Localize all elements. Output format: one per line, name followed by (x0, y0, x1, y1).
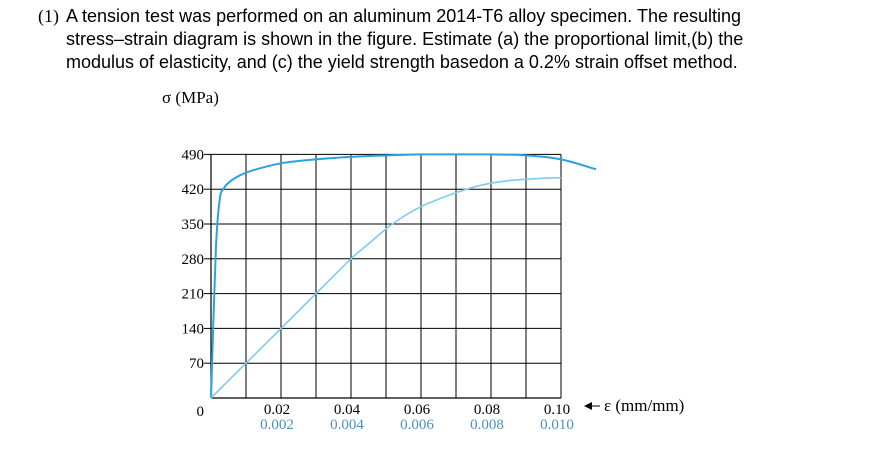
x-tick-label-upper: 0.06 (404, 402, 431, 418)
x-tick-label-upper: 0.10 (544, 402, 570, 418)
problem-number: (1) (38, 6, 59, 26)
series-line-lower-scale (210, 177, 562, 399)
x-tick-label-upper: 0.02 (264, 402, 290, 418)
problem-line-1: A tension test was performed on an alumi… (66, 6, 742, 26)
y-tick-label: 210 (182, 287, 205, 303)
y-tick-label: 420 (182, 182, 205, 198)
problem-line-3: modulus of elasticity, and (c) the yield… (66, 52, 738, 72)
x-tick-label-lower: 0.006 (400, 417, 434, 433)
y-tick-labels: 0 70 140 210 280 350 420 490 (182, 147, 211, 420)
y-tick-label: 70 (189, 356, 204, 372)
x-axis-label-group: ε (mm/mm) (584, 396, 684, 415)
x-axis-arrow-icon (584, 402, 592, 410)
chart-curves (210, 153, 597, 399)
y-tick-label: 490 (182, 147, 205, 163)
x-tick-label-upper: 0.04 (334, 402, 361, 418)
x-tick-label-lower: 0.010 (540, 417, 574, 433)
x-axis-label: ε (mm/mm) (604, 396, 684, 415)
x-tick-label-lower: 0.004 (330, 417, 364, 433)
y-tick-label: 0 (197, 404, 205, 420)
x-tick-labels: 0.020.002 0.040.004 0.060.006 0.080.008 0.10… (260, 402, 574, 433)
x-tick-label-lower: 0.008 (470, 417, 504, 433)
y-tick-label: 280 (182, 252, 205, 268)
y-tick-label: 140 (182, 321, 205, 337)
chart-grid (210, 153, 562, 399)
series-line-upper-scale (210, 153, 597, 399)
x-tick-label-upper: 0.08 (474, 402, 500, 418)
problem-line-2: stress–strain diagram is shown in the fi… (66, 29, 744, 49)
x-tick-label-lower: 0.002 (260, 417, 294, 433)
y-axis-label: σ (MPa) (162, 88, 219, 107)
y-tick-label: 350 (182, 217, 205, 233)
